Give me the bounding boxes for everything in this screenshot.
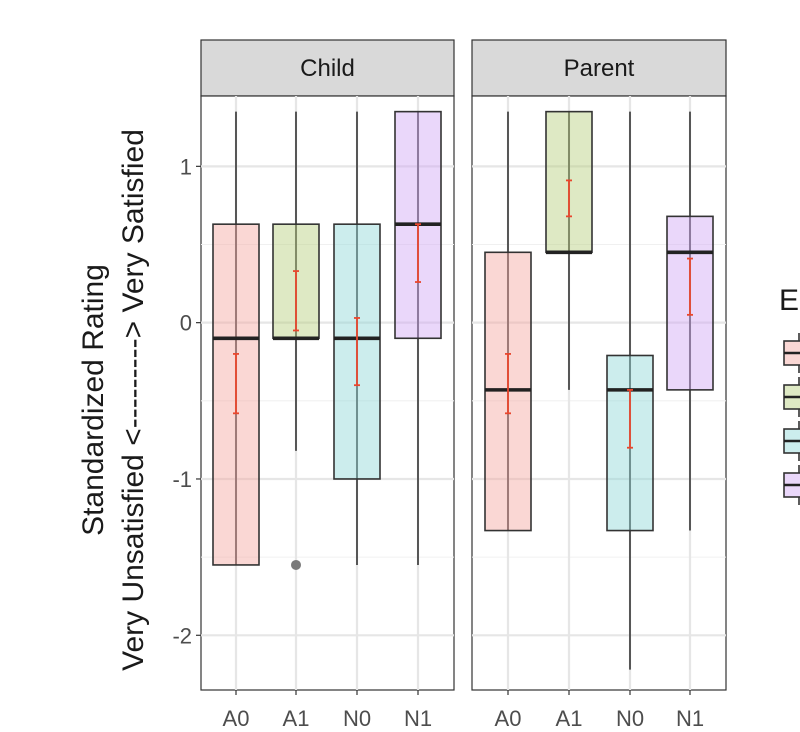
facet-strip <box>471 39 727 97</box>
box-body <box>333 223 381 480</box>
box-body <box>212 223 260 566</box>
facet-strip-label: Parent <box>564 55 635 82</box>
x-tick-label: N1 <box>676 706 704 731</box>
legend-key-a0 <box>783 333 800 373</box>
box-child-n0 <box>333 111 381 565</box>
y-axis-title-line2: Very Unsatisfied <---------> Very Satisf… <box>117 129 150 671</box>
box-child-a0 <box>212 111 260 566</box>
facet-strip-label: Child <box>300 55 355 82</box>
outlier-point <box>291 559 301 570</box>
box-parent-n1 <box>666 111 714 531</box>
box-parent-n0 <box>606 111 654 670</box>
x-tick-label: A1 <box>556 706 583 731</box>
legend-key-a1 <box>783 377 800 417</box>
legend-keys <box>783 333 800 505</box>
x-tick-label: A0 <box>223 706 250 731</box>
facet-strip <box>200 39 455 97</box>
y-axis-title-line1: Standardized Rating <box>77 264 110 536</box>
legend: E <box>779 284 800 505</box>
y-tick-label: -2 <box>172 623 192 648</box>
legend-key-n1 <box>783 465 800 505</box>
legend-title: E <box>779 284 799 317</box>
panel-child: Child A0 A1 N0 N1 <box>200 39 455 731</box>
panel-background <box>200 95 455 691</box>
panel-background <box>471 95 727 691</box>
box-parent-a1 <box>545 110 593 390</box>
box-child-n1 <box>394 110 442 565</box>
y-axis: -2 -1 0 1 <box>172 154 201 648</box>
x-tick-label: N1 <box>404 706 432 731</box>
x-tick-label: N0 <box>343 706 371 731</box>
y-tick-label: 0 <box>180 311 192 336</box>
legend-key-n0 <box>783 421 800 461</box>
panels-layer: Child A0 A1 N0 N1 Parent A0 A1 N0 N1 -2 -1 0 1 <box>172 39 727 731</box>
box-parent-a0 <box>484 111 532 532</box>
y-tick-label: 1 <box>180 154 192 179</box>
x-tick-label: A1 <box>283 706 310 731</box>
x-tick-label: A0 <box>495 706 522 731</box>
panel-parent: Parent A0 A1 N0 N1 <box>471 39 727 731</box>
x-tick-label: N0 <box>616 706 644 731</box>
box-child-a1 <box>272 111 320 570</box>
y-tick-label: -1 <box>172 467 192 492</box>
